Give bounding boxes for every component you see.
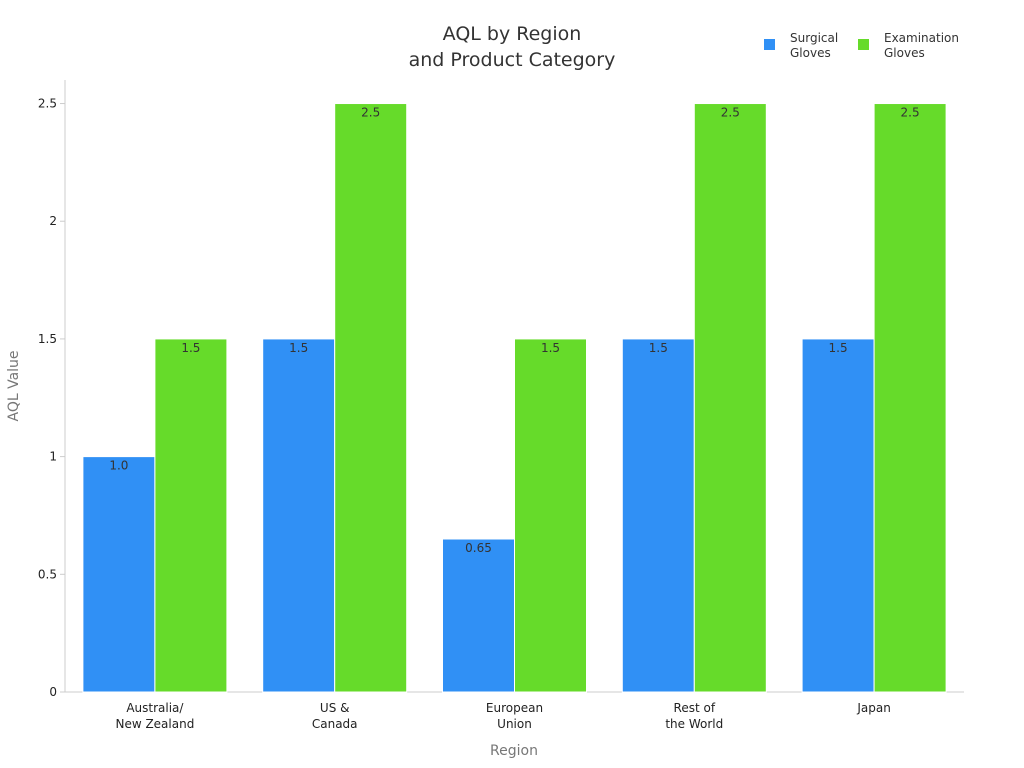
y-axis-title: AQL Value (6, 350, 22, 421)
x-tick-label: European (486, 701, 543, 715)
legend-label-examination-line-1: Examination (884, 31, 959, 45)
x-tick-label: Union (497, 717, 532, 731)
legend-label-examination-line-2: Gloves (884, 46, 925, 60)
data-label: 2.5 (721, 106, 740, 120)
bar (82, 456, 156, 693)
x-tick-label: US & (320, 701, 350, 715)
data-label: 1.5 (181, 341, 200, 355)
bar (334, 103, 408, 693)
chart-title-line-1: AQL by Region (443, 23, 582, 45)
data-label: 1.5 (541, 341, 560, 355)
data-label: 2.5 (901, 106, 920, 120)
bar (693, 103, 767, 693)
chart-title-line-2: and Product Category (409, 49, 616, 71)
x-tick-label: Japan (856, 701, 890, 715)
data-label: 1.5 (649, 341, 668, 355)
y-tick-label: 1 (49, 450, 57, 464)
bar (873, 103, 947, 693)
bar (514, 338, 587, 693)
y-tick-label: 0 (49, 685, 57, 699)
x-tick-label: Australia/ (126, 701, 184, 715)
y-tick-label: 2 (49, 214, 57, 228)
legend: Surgical Gloves Examination Gloves (764, 31, 959, 60)
x-axis-title: Region (490, 743, 538, 759)
y-tick-label: 2.5 (38, 97, 57, 111)
x-tick-label: the World (665, 717, 723, 731)
legend-label-surgical-line-2: Gloves (790, 46, 831, 60)
data-label: 1.5 (829, 341, 848, 355)
bar (442, 538, 515, 693)
bar (621, 338, 695, 693)
legend-swatch-surgical (764, 39, 775, 50)
y-tick-label: 1.5 (38, 332, 57, 346)
legend-swatch-examination (858, 39, 869, 50)
bar (154, 338, 228, 693)
data-label: 2.5 (361, 106, 380, 120)
data-label: 1.0 (109, 459, 128, 473)
legend-label-surgical-line-1: Surgical (790, 31, 838, 45)
data-label: 0.65 (465, 541, 492, 555)
y-tick-label: 0.5 (38, 567, 57, 581)
x-tick-label: Rest of (674, 701, 716, 715)
bar (801, 338, 875, 693)
x-tick-label: Canada (312, 717, 358, 731)
data-label: 1.5 (289, 341, 308, 355)
x-tick-label: New Zealand (115, 717, 194, 731)
bar (262, 338, 336, 693)
plot-area: 0 0.5 1 1.5 2 2.5 1.0 1.5 Australia/New Zealand 1… (38, 80, 964, 731)
